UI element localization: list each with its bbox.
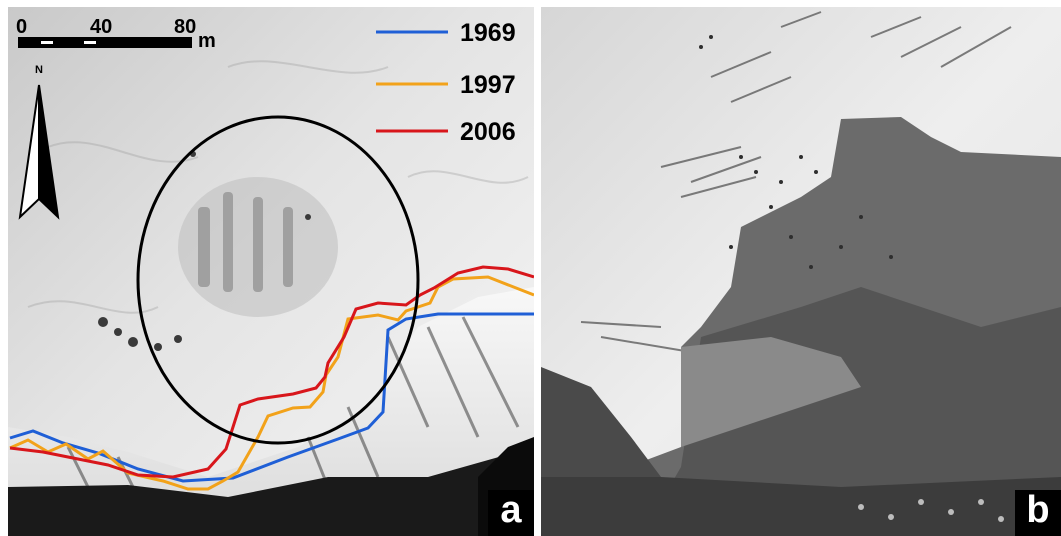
panel-b-aerial-photo: b — [541, 7, 1061, 536]
front-line-1969 — [9, 312, 534, 483]
legend: 1969 1997 2006 — [376, 19, 516, 146]
scale-bar: 0 40 80 m — [16, 16, 216, 52]
panel-label-a: a — [488, 490, 534, 536]
front-line-2006 — [9, 265, 534, 479]
scale-tick-40: 40 — [90, 16, 112, 38]
panel-label-b: b — [1015, 490, 1061, 536]
legend-1969: 1969 — [460, 19, 516, 47]
highlight-ellipse — [136, 115, 420, 445]
scale-unit: m — [198, 30, 216, 52]
scale-tick-80: 80 — [174, 16, 196, 38]
aerial-photo — [541, 7, 1061, 536]
front-line-1997 — [9, 275, 534, 491]
panel-a-hillshade-map: 0 40 80 m N 1969 1997 2006 — [8, 7, 534, 536]
north-label: N — [35, 64, 43, 76]
legend-2006: 2006 — [460, 118, 516, 146]
hillshade-map: 0 40 80 m N 1969 1997 2006 — [8, 7, 534, 536]
scale-tick-0: 0 — [16, 16, 27, 38]
legend-1997: 1997 — [460, 71, 516, 99]
north-arrow-icon: N — [18, 64, 60, 220]
